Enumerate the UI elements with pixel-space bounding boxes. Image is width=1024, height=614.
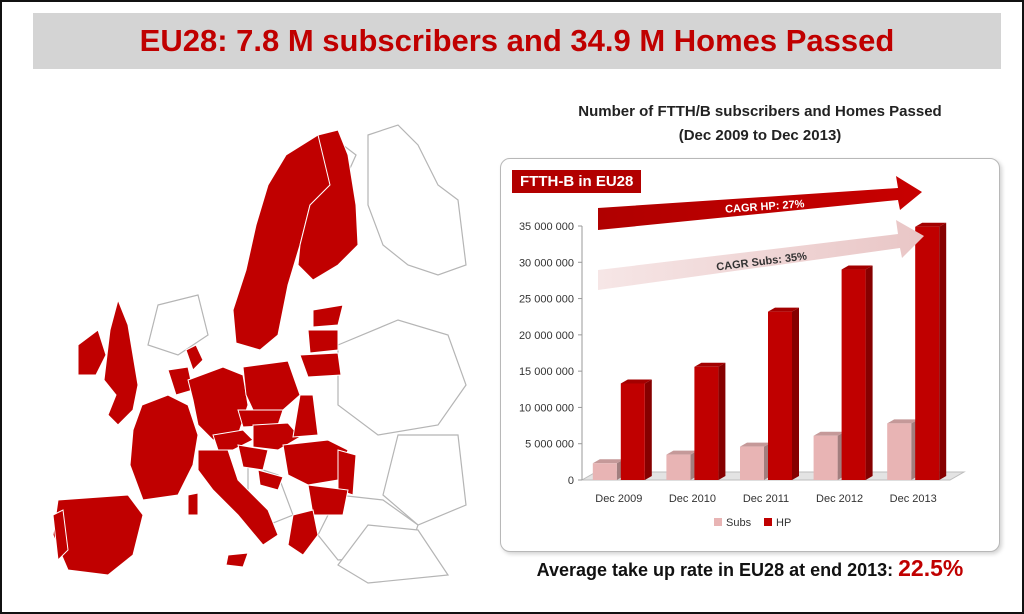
bar-subs-dec-2012-top: [813, 431, 845, 436]
legend-label-subs: Subs: [726, 517, 752, 529]
bar-hp-dec-2012-top: [841, 265, 873, 270]
y-axis: 0 5 000 000 10 000 000 15 000 000 20 000 000…: [519, 221, 583, 487]
bar-chart: 0 5 000 000 10 000 000 15 000 000 20 000 000…: [519, 176, 966, 529]
x-tick-label: Dec 2011: [743, 493, 789, 505]
x-axis: Dec 2009 Dec 2010 Dec 2011 Dec 2012 Dec 2013: [595, 493, 936, 505]
chart-heading: Number of FTTH/B subscribers and Homes P…: [500, 100, 1020, 148]
cagr-arrows: CAGR HP: 27%CAGR Subs: 35%: [598, 176, 924, 290]
take-up-rate-text: Average take up rate in EU28 at end 2013…: [536, 560, 899, 580]
bar-subs-dec-2013-top: [887, 419, 919, 424]
bar-hp-dec-2010: [694, 366, 719, 480]
x-tick-label: Dec 2012: [816, 493, 863, 505]
eu-countries: [52, 129, 359, 576]
chart-subtitle: (Dec 2009 to Dec 2013): [678, 127, 842, 144]
legend-swatch-hp: [764, 518, 772, 526]
bar-subs-dec-2012: [813, 435, 838, 480]
bar-subs-dec-2013: [887, 423, 912, 480]
bar-subs-dec-2009: [592, 463, 617, 480]
x-tick-label: Dec 2010: [669, 493, 716, 505]
y-tick-label: 35 000 000: [519, 221, 574, 233]
bar-hp-dec-2013-side: [939, 222, 947, 480]
bar-hp-dec-2013-top: [915, 222, 947, 227]
bar-subs-dec-2009-top: [592, 459, 624, 464]
y-tick-label: 0: [568, 475, 574, 487]
y-tick-label: 15 000 000: [519, 366, 574, 378]
bar-hp-dec-2009-top: [620, 379, 652, 384]
y-tick-label: 30 000 000: [519, 257, 574, 269]
chart-legend: Subs HP: [714, 517, 791, 529]
chart-title: Number of FTTH/B subscribers and Homes P…: [578, 103, 942, 120]
cagr-hp-arrow: [598, 176, 922, 230]
bar-hp-dec-2010-top: [694, 362, 726, 367]
bars: [592, 222, 947, 480]
bar-hp-dec-2012: [841, 269, 866, 480]
legend-label-hp: HP: [776, 517, 791, 529]
bar-hp-dec-2009-side: [644, 379, 652, 480]
take-up-rate-line: Average take up rate in EU28 at end 2013…: [500, 555, 1000, 582]
x-tick-label: Dec 2009: [595, 493, 642, 505]
bar-hp-dec-2011: [768, 311, 792, 480]
title-bar: EU28: 7.8 M subscribers and 34.9 M Homes…: [33, 13, 1001, 69]
bar-hp-dec-2010-side: [718, 362, 726, 480]
bar-hp-dec-2012-side: [865, 265, 873, 480]
bar-subs-dec-2011-top: [740, 442, 771, 447]
bar-subs-dec-2010: [666, 454, 691, 480]
cagr-subs-arrow: [598, 220, 924, 290]
page-title: EU28: 7.8 M subscribers and 34.9 M Homes…: [139, 23, 895, 58]
take-up-rate-value: 22.5%: [898, 555, 964, 581]
ftth-badge: FTTH-B in EU28: [512, 170, 642, 193]
legend-swatch-subs: [714, 518, 722, 526]
y-tick-label: 25 000 000: [519, 294, 574, 306]
bar-hp-dec-2009: [620, 383, 645, 480]
y-tick-label: 20 000 000: [519, 330, 574, 342]
bar-hp-dec-2013: [915, 226, 940, 480]
bar-subs-dec-2011: [740, 446, 764, 480]
x-tick-label: Dec 2013: [890, 493, 937, 505]
bar-hp-dec-2011-top: [768, 307, 799, 312]
bar-subs-dec-2010-top: [666, 450, 698, 455]
cagr-hp-label: CAGR HP: 27%: [725, 198, 805, 216]
y-tick-label: 5 000 000: [525, 439, 574, 451]
europe-map: [52, 124, 467, 584]
non-eu-countries: [147, 124, 467, 584]
bar-hp-dec-2011-side: [792, 307, 799, 480]
y-tick-label: 10 000 000: [519, 402, 574, 414]
